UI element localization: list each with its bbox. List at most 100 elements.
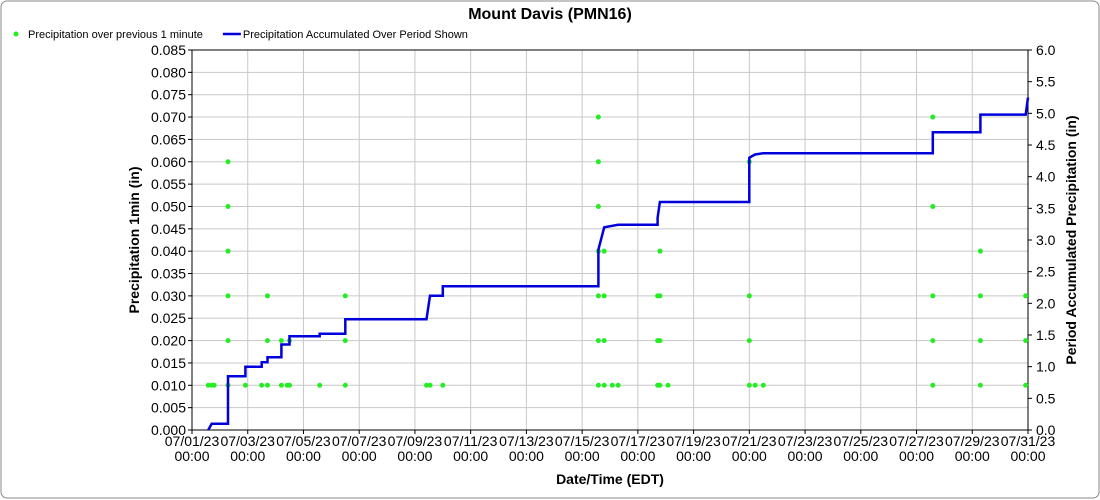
y2-tick-label: 2.0 (1036, 295, 1056, 311)
x-tick-label: 07/25/23 (834, 433, 889, 449)
point (242, 382, 248, 388)
x-tick-label: 00:00 (899, 448, 934, 464)
x-tick-label: 00:00 (843, 448, 878, 464)
y-tick-label: 0.030 (151, 288, 186, 304)
y-tick-label: 0.015 (151, 355, 186, 371)
x-tick-label: 00:00 (509, 448, 544, 464)
point (657, 293, 663, 299)
y2-tick-label: 4.0 (1036, 169, 1056, 185)
point (930, 114, 936, 120)
point (977, 248, 983, 254)
x-tick-label: 00:00 (230, 448, 265, 464)
point (1023, 382, 1029, 388)
x-tick-label: 00:00 (286, 448, 321, 464)
x-tick-label: 07/15/23 (555, 433, 610, 449)
x-tick-label: 00:00 (565, 448, 600, 464)
point (601, 338, 607, 344)
y-tick-label: 0.050 (151, 198, 186, 214)
point (752, 382, 758, 388)
point (225, 203, 231, 209)
point (977, 338, 983, 344)
point (427, 382, 433, 388)
point (595, 203, 601, 209)
point (264, 338, 270, 344)
y-tick-label: 0.020 (151, 333, 186, 349)
x-tick-label: 07/31/23 (1001, 433, 1056, 449)
y2-tick-label: 3.0 (1036, 232, 1056, 248)
point (615, 382, 621, 388)
point (609, 382, 615, 388)
y2-tick-label: 0.5 (1036, 390, 1056, 406)
point (278, 382, 284, 388)
x-tick-label: 00:00 (342, 448, 377, 464)
point (746, 293, 752, 299)
legend-label: Precipitation Accumulated Over Period Sh… (243, 29, 468, 41)
x-tick-label: 00:00 (620, 448, 655, 464)
point (1023, 338, 1029, 344)
point (977, 382, 983, 388)
point (287, 382, 293, 388)
point (424, 382, 430, 388)
y2-tick-label: 4.5 (1036, 137, 1056, 153)
point (264, 293, 270, 299)
y-tick-label: 0.070 (151, 109, 186, 125)
point (930, 382, 936, 388)
point (259, 382, 265, 388)
x-tick-label: 00:00 (174, 448, 209, 464)
y-tick-label: 0.010 (151, 377, 186, 393)
y2-tick-label: 2.5 (1036, 264, 1056, 280)
point (601, 382, 607, 388)
legend-marker (13, 31, 19, 37)
point (746, 338, 752, 344)
point (595, 382, 601, 388)
y-axis-label: Precipitation 1min (in) (126, 166, 142, 313)
y2-tick-label: 1.0 (1036, 359, 1056, 375)
x-tick-label: 07/09/23 (388, 433, 443, 449)
y-tick-label: 0.035 (151, 266, 186, 282)
point (205, 382, 211, 388)
y-tick-label: 0.045 (151, 221, 186, 237)
point (930, 293, 936, 299)
y2-tick-label: 5.0 (1036, 105, 1056, 121)
point (930, 203, 936, 209)
point (601, 293, 607, 299)
point (342, 293, 348, 299)
plot-border (191, 49, 1029, 431)
point (440, 382, 446, 388)
point (317, 382, 323, 388)
point (278, 338, 284, 344)
y2-tick-label: 6.0 (1036, 42, 1056, 58)
point (601, 248, 607, 254)
x-tick-label: 00:00 (453, 448, 488, 464)
y2-axis-label: Period Accumulated Precipitation (in) (1063, 115, 1079, 364)
y-tick-label: 0.065 (151, 131, 186, 147)
x-tick-label: 00:00 (1010, 448, 1045, 464)
point (595, 293, 601, 299)
point (657, 382, 663, 388)
x-tick-label: 07/27/23 (889, 433, 944, 449)
y-tick-label: 0.055 (151, 176, 186, 192)
point (657, 338, 663, 344)
point (595, 159, 601, 165)
point (211, 382, 217, 388)
x-tick-label: 07/13/23 (499, 433, 554, 449)
x-tick-label: 07/03/23 (220, 433, 275, 449)
x-tick-label: 07/21/23 (722, 433, 777, 449)
point (264, 382, 270, 388)
y2-tick-label: 0.0 (1036, 422, 1056, 438)
x-tick-label: 00:00 (397, 448, 432, 464)
x-tick-label: 00:00 (676, 448, 711, 464)
point (342, 382, 348, 388)
line (207, 97, 1030, 431)
y-tick-label: 0.060 (151, 154, 186, 170)
x-tick-label: 07/29/23 (945, 433, 1000, 449)
y2-tick-label: 1.5 (1036, 327, 1056, 343)
y-tick-label: 0.085 (151, 42, 186, 58)
point (595, 114, 601, 120)
point (746, 382, 752, 388)
y2-tick-label: 5.5 (1036, 74, 1056, 90)
x-tick-label: 07/05/23 (276, 433, 331, 449)
y-tick-label: 0.075 (151, 87, 186, 103)
